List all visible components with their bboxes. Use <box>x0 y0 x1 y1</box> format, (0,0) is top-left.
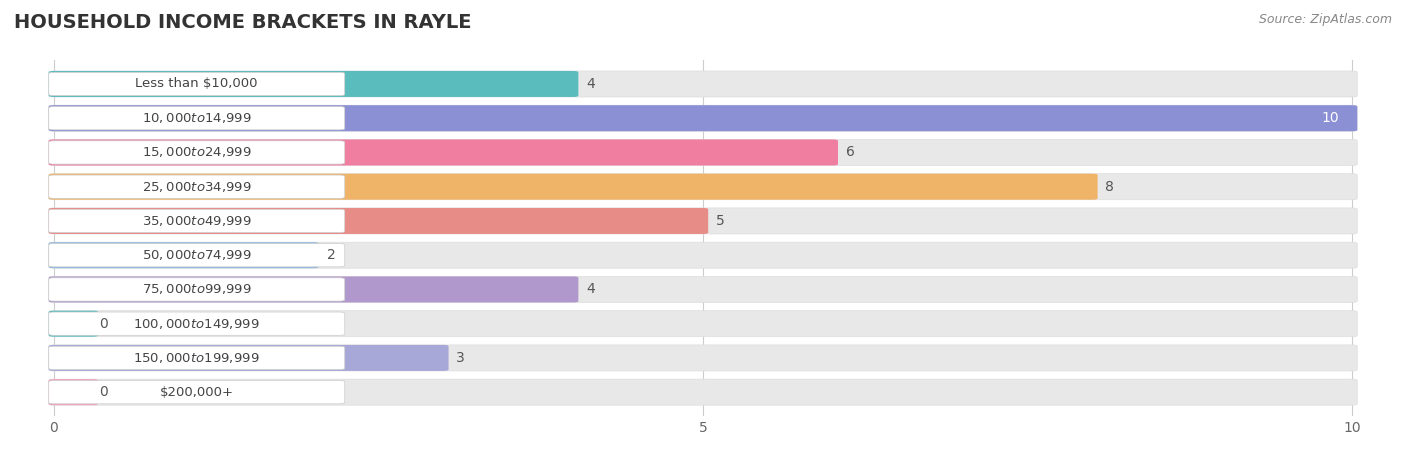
FancyBboxPatch shape <box>49 208 1357 234</box>
FancyBboxPatch shape <box>49 379 1357 405</box>
FancyBboxPatch shape <box>49 72 344 95</box>
FancyBboxPatch shape <box>49 107 344 130</box>
Text: Source: ZipAtlas.com: Source: ZipAtlas.com <box>1258 14 1392 27</box>
Text: Less than $10,000: Less than $10,000 <box>135 77 257 90</box>
FancyBboxPatch shape <box>49 242 1357 268</box>
FancyBboxPatch shape <box>49 276 578 302</box>
Text: 4: 4 <box>586 77 595 91</box>
Text: 2: 2 <box>326 248 335 262</box>
FancyBboxPatch shape <box>49 174 1098 200</box>
Text: 8: 8 <box>1105 180 1115 194</box>
Text: 4: 4 <box>586 283 595 297</box>
Text: 0: 0 <box>100 385 108 399</box>
FancyBboxPatch shape <box>49 243 344 267</box>
FancyBboxPatch shape <box>49 140 838 166</box>
FancyBboxPatch shape <box>49 141 344 164</box>
FancyBboxPatch shape <box>49 278 344 301</box>
Text: $200,000+: $200,000+ <box>160 386 233 399</box>
Text: $25,000 to $34,999: $25,000 to $34,999 <box>142 180 252 194</box>
FancyBboxPatch shape <box>49 105 1357 131</box>
FancyBboxPatch shape <box>49 276 1357 302</box>
Text: $35,000 to $49,999: $35,000 to $49,999 <box>142 214 252 228</box>
FancyBboxPatch shape <box>49 209 344 233</box>
Text: $150,000 to $199,999: $150,000 to $199,999 <box>134 351 260 365</box>
FancyBboxPatch shape <box>49 345 1357 371</box>
FancyBboxPatch shape <box>49 310 98 337</box>
Text: HOUSEHOLD INCOME BRACKETS IN RAYLE: HOUSEHOLD INCOME BRACKETS IN RAYLE <box>14 14 471 32</box>
Text: 5: 5 <box>716 214 724 228</box>
FancyBboxPatch shape <box>49 174 1357 200</box>
FancyBboxPatch shape <box>49 346 344 369</box>
Text: 0: 0 <box>100 317 108 331</box>
FancyBboxPatch shape <box>49 381 344 404</box>
Text: 3: 3 <box>457 351 465 365</box>
FancyBboxPatch shape <box>49 312 344 335</box>
Text: 6: 6 <box>846 145 855 159</box>
FancyBboxPatch shape <box>49 71 1357 97</box>
Text: $10,000 to $14,999: $10,000 to $14,999 <box>142 111 252 125</box>
FancyBboxPatch shape <box>49 140 1357 166</box>
Text: $75,000 to $99,999: $75,000 to $99,999 <box>142 283 252 297</box>
FancyBboxPatch shape <box>49 242 319 268</box>
FancyBboxPatch shape <box>49 310 1357 337</box>
Text: $50,000 to $74,999: $50,000 to $74,999 <box>142 248 252 262</box>
FancyBboxPatch shape <box>49 71 578 97</box>
FancyBboxPatch shape <box>49 379 98 405</box>
FancyBboxPatch shape <box>49 345 449 371</box>
FancyBboxPatch shape <box>49 208 709 234</box>
Text: $15,000 to $24,999: $15,000 to $24,999 <box>142 145 252 159</box>
FancyBboxPatch shape <box>49 175 344 198</box>
Text: 10: 10 <box>1322 111 1339 125</box>
FancyBboxPatch shape <box>49 105 1357 131</box>
Text: $100,000 to $149,999: $100,000 to $149,999 <box>134 317 260 331</box>
